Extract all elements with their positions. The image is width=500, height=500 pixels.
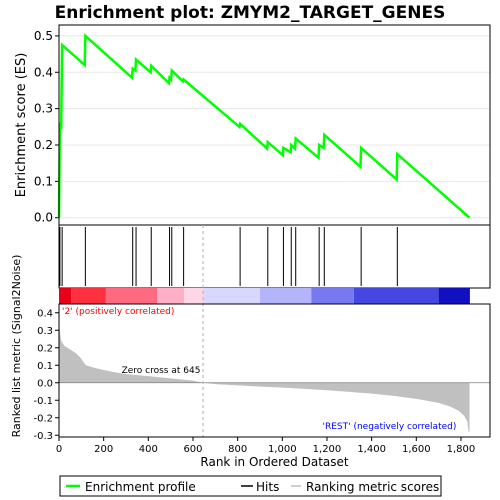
ranking-color-bar <box>59 288 470 304</box>
zero-cross-label: Zero cross at 645 <box>122 366 201 376</box>
es-y-tick-label: 0.0 <box>34 211 53 225</box>
legend-enrichment-label: Enrichment profile <box>85 480 196 494</box>
color-bar-segment <box>157 288 185 304</box>
color-bar-segment <box>71 288 106 304</box>
metric-y-tick-label: 0.0 <box>37 378 53 389</box>
metric-y-tick-label: -0.1 <box>33 396 53 407</box>
color-bar-segment <box>203 288 260 304</box>
x-axis-label: Rank in Ordered Dataset <box>200 455 348 469</box>
x-axis-tick-label: 800 <box>228 444 247 455</box>
color-bar-segment <box>259 288 312 304</box>
enrichment-profile-line <box>57 33 471 219</box>
es-y-ticks: 0.0 0.1 0.2 0.3 0.4 0.5 <box>34 29 59 225</box>
x-axis-tick-label: 1,200 <box>313 444 342 455</box>
metric-y-ticks: -0.3 -0.2 -0.1 0.0 0.1 0.2 0.3 0.4 <box>33 308 59 442</box>
es-y-tick-label: 0.4 <box>34 65 53 79</box>
positive-correlation-label: '2' (positively correlated) <box>62 307 174 317</box>
hit-marks <box>59 227 398 286</box>
x-axis-tick-label: 1,000 <box>268 444 297 455</box>
metric-y-tick-label: 0.4 <box>37 308 53 319</box>
metric-y-tick-label: -0.2 <box>33 413 53 424</box>
metric-y-tick-label: 0.1 <box>37 361 53 372</box>
color-bar-segment <box>59 288 72 304</box>
legend-metric-label: Ranking metric scores <box>306 480 439 494</box>
color-bar-segment <box>184 288 204 304</box>
enrichment-score-panel: 0.0 0.1 0.2 0.3 0.4 0.5 <box>34 24 491 226</box>
metric-y-tick-label: 0.2 <box>37 343 53 354</box>
es-y-tick-label: 0.1 <box>34 174 53 188</box>
color-bar-segment <box>311 288 354 304</box>
ranked-metric-panel: -0.3 -0.2 -0.1 0.0 0.1 0.2 0.3 0.4 Zero cross a… <box>33 225 491 442</box>
x-axis-ticks: 0 200 400 600 800 1,000 1,200 1,400 1,600 1,800 <box>56 437 475 455</box>
legend: Enrichment profile Hits Ranking metric s… <box>59 475 442 497</box>
x-axis-tick-label: 600 <box>183 444 202 455</box>
es-y-tick-label: 0.3 <box>34 102 53 116</box>
negative-correlation-label: 'REST' (negatively correlated) <box>323 422 457 432</box>
metric-y-tick-label: 0.3 <box>37 326 53 337</box>
x-axis-tick-label: 200 <box>94 444 113 455</box>
chart-title: Enrichment plot: ZMYM2_TARGET_GENES <box>55 3 446 23</box>
es-grid <box>59 35 490 219</box>
x-axis-tick-label: 400 <box>139 444 158 455</box>
es-y-axis-label: Enrichment score (ES) <box>14 53 29 198</box>
es-y-tick-label: 0.2 <box>34 138 53 152</box>
x-axis-tick-label: 1,600 <box>402 444 431 455</box>
color-bar-segment <box>105 288 158 304</box>
x-axis-tick-label: 1,400 <box>357 444 386 455</box>
metric-y-axis-label: Ranked list metric (Signal2Noise) <box>10 255 23 438</box>
metric-panel-frame <box>58 303 491 438</box>
x-axis-tick-label: 1,800 <box>447 444 476 455</box>
x-axis-tick-label: 0 <box>56 444 62 455</box>
color-bar-segment <box>438 288 470 304</box>
legend-hits-label: Hits <box>256 480 279 494</box>
metric-y-tick-label: -0.3 <box>33 431 53 442</box>
color-bar-segment <box>353 288 439 304</box>
es-y-tick-label: 0.5 <box>34 29 53 43</box>
